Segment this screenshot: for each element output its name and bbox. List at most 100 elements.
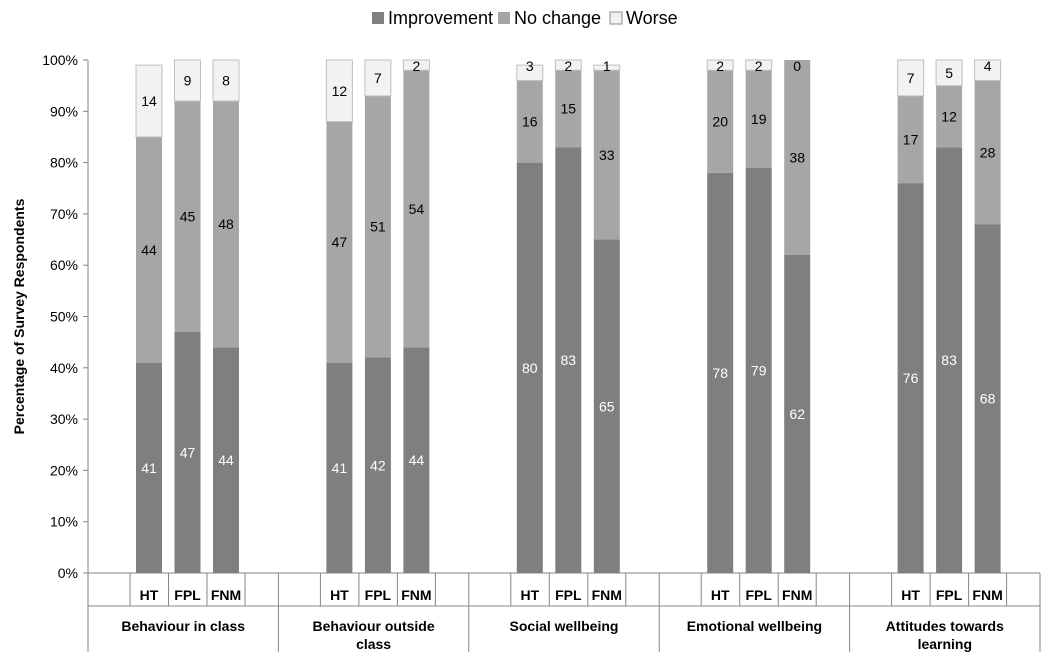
data-label: 12 bbox=[332, 83, 348, 99]
data-label: 68 bbox=[980, 391, 996, 407]
group-label: Attitudes towards bbox=[886, 618, 1004, 634]
bar-segment-improvement bbox=[707, 172, 734, 574]
bar-segment-worse bbox=[325, 59, 353, 123]
legend-label: Improvement bbox=[388, 8, 493, 28]
data-label: 41 bbox=[332, 460, 348, 476]
bar-segment-no-change bbox=[784, 60, 811, 255]
y-tick-label: 90% bbox=[50, 103, 78, 119]
bar-segment-improvement bbox=[593, 239, 620, 574]
group-label: Behaviour outside bbox=[313, 618, 435, 634]
bar-segment-no-change bbox=[136, 136, 162, 363]
data-label: 5 bbox=[945, 65, 953, 81]
group-label: learning bbox=[918, 636, 972, 652]
data-label: 12 bbox=[941, 108, 957, 124]
data-label: 42 bbox=[370, 457, 386, 473]
bar-segment-worse bbox=[745, 59, 773, 71]
data-label: 7 bbox=[907, 70, 915, 86]
y-tick-label: 30% bbox=[50, 411, 78, 427]
bar-segment-improvement bbox=[364, 357, 391, 573]
bar-segment-improvement bbox=[745, 167, 772, 574]
bar-segment-improvement bbox=[403, 347, 430, 573]
data-label: 2 bbox=[755, 58, 763, 74]
bar-segment-worse bbox=[897, 59, 925, 97]
data-label: 2 bbox=[716, 58, 724, 74]
bar-segment-improvement bbox=[936, 147, 963, 573]
bar-segment-improvement bbox=[897, 183, 924, 573]
bar-category-label: FPL bbox=[174, 587, 201, 603]
bar-category-label: FNM bbox=[401, 587, 431, 603]
y-tick-label: 0% bbox=[58, 565, 78, 581]
group-label: Social wellbeing bbox=[510, 618, 619, 634]
data-label: 44 bbox=[409, 452, 425, 468]
bar-category-label: FNM bbox=[972, 587, 1002, 603]
data-label: 33 bbox=[599, 147, 615, 163]
y-tick-label: 40% bbox=[50, 360, 78, 376]
data-label: 16 bbox=[522, 114, 538, 130]
legend-label: Worse bbox=[626, 8, 678, 28]
data-label: 17 bbox=[903, 132, 919, 148]
legend-swatch bbox=[372, 12, 384, 24]
data-label: 14 bbox=[141, 93, 157, 109]
data-label: 44 bbox=[218, 452, 234, 468]
bar-segment-worse bbox=[212, 59, 240, 102]
data-label: 7 bbox=[374, 70, 382, 86]
bar-category-label: FNM bbox=[782, 587, 812, 603]
y-tick-label: 50% bbox=[50, 309, 78, 325]
bar-segment-no-change bbox=[897, 95, 924, 184]
bar-segment-no-change bbox=[516, 80, 543, 163]
bar-segment-worse bbox=[174, 59, 201, 102]
bar-segment-worse bbox=[706, 59, 734, 71]
group-label: Emotional wellbeing bbox=[687, 618, 822, 634]
y-tick-label: 80% bbox=[50, 155, 78, 171]
bar-segment-worse bbox=[935, 59, 963, 87]
y-tick-label: 70% bbox=[50, 206, 78, 222]
data-label: 45 bbox=[180, 208, 196, 224]
bar-category-label: FPL bbox=[555, 587, 582, 603]
data-label: 2 bbox=[564, 58, 572, 74]
data-label: 41 bbox=[141, 460, 157, 476]
bar-segment-no-change bbox=[555, 70, 582, 148]
data-label: 28 bbox=[980, 144, 996, 160]
bar-segment-improvement bbox=[784, 254, 811, 573]
bar-segment-worse bbox=[593, 64, 621, 71]
data-label: 44 bbox=[141, 242, 157, 258]
data-label: 80 bbox=[522, 360, 538, 376]
data-label: 78 bbox=[712, 365, 728, 381]
bar-category-label: HT bbox=[901, 587, 920, 603]
data-label: 62 bbox=[789, 406, 805, 422]
bar-segment-no-change bbox=[707, 70, 734, 173]
bar-segment-improvement bbox=[974, 224, 1001, 573]
data-label: 8 bbox=[222, 73, 230, 89]
legend-label: No change bbox=[514, 8, 601, 28]
bar-category-label: HT bbox=[330, 587, 349, 603]
data-label: 65 bbox=[599, 398, 615, 414]
bar-segment-no-change bbox=[213, 101, 239, 348]
legend-swatch bbox=[498, 12, 510, 24]
data-label: 4 bbox=[984, 58, 992, 74]
data-label: 47 bbox=[180, 444, 196, 460]
bar-category-label: FNM bbox=[592, 587, 622, 603]
bar-segment-improvement bbox=[136, 362, 162, 573]
bar-segment-worse bbox=[135, 64, 163, 138]
y-tick-label: 10% bbox=[50, 514, 78, 530]
bar-segment-worse bbox=[364, 59, 392, 97]
data-label: 19 bbox=[751, 111, 767, 127]
bar-segment-no-change bbox=[593, 70, 620, 240]
bar-category-label: FPL bbox=[745, 587, 772, 603]
bar-segment-improvement bbox=[516, 162, 543, 573]
bar-segment-no-change bbox=[403, 70, 430, 348]
bar-segment-improvement bbox=[174, 331, 201, 573]
bar-segment-no-change bbox=[326, 121, 353, 363]
group-label: Behaviour in class bbox=[121, 618, 245, 634]
data-label: 54 bbox=[409, 201, 425, 217]
data-label: 38 bbox=[789, 149, 805, 165]
y-tick-label: 20% bbox=[50, 462, 78, 478]
data-label: 3 bbox=[526, 58, 534, 74]
bar-segment-worse bbox=[516, 64, 544, 82]
bar-segment-improvement bbox=[326, 362, 353, 573]
bar-segment-no-change bbox=[745, 70, 772, 168]
bar-category-label: FPL bbox=[365, 587, 392, 603]
y-axis-title: Percentage of Survey Respondents bbox=[11, 198, 27, 434]
